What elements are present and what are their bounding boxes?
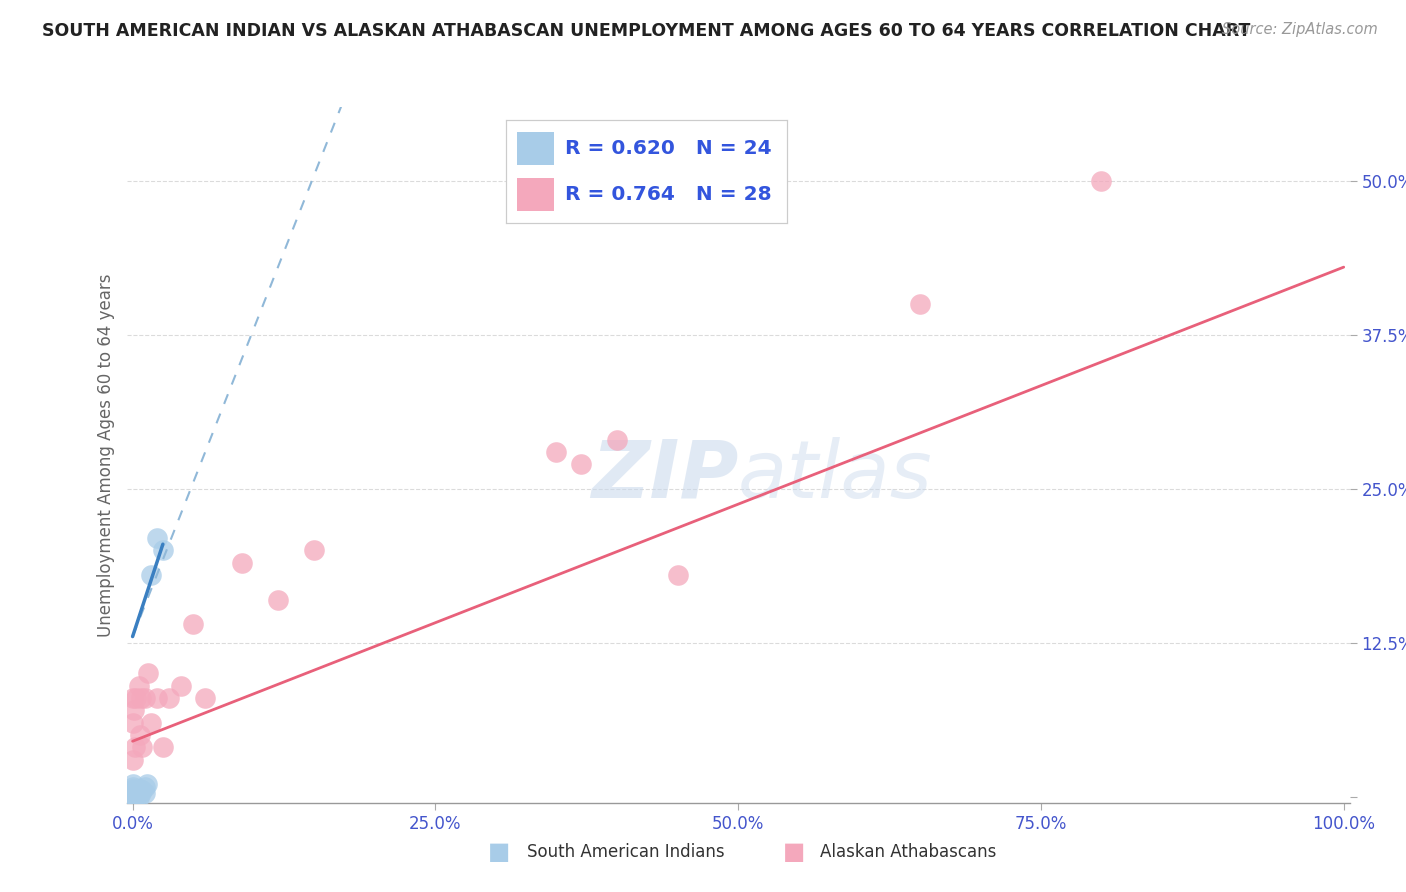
- Point: [128, 786, 150, 800]
- Point: [138, 666, 160, 681]
- Text: R = 0.764   N = 28: R = 0.764 N = 28: [565, 185, 772, 203]
- Point: [606, 433, 628, 447]
- Point: [152, 543, 174, 558]
- Point: [129, 786, 152, 800]
- FancyBboxPatch shape: [517, 178, 554, 211]
- Text: R = 0.620   N = 24: R = 0.620 N = 24: [565, 138, 772, 158]
- Point: [146, 531, 169, 545]
- Text: ■: ■: [488, 840, 510, 863]
- Text: South American Indians: South American Indians: [527, 843, 725, 861]
- Text: Source: ZipAtlas.com: Source: ZipAtlas.com: [1222, 22, 1378, 37]
- Point: [122, 786, 145, 800]
- Point: [122, 789, 145, 804]
- Point: [139, 715, 162, 730]
- Point: [121, 787, 143, 801]
- Text: atlas: atlas: [738, 437, 934, 515]
- Point: [908, 297, 931, 311]
- Point: [121, 780, 143, 794]
- Point: [134, 786, 156, 800]
- Point: [1090, 174, 1112, 188]
- Point: [181, 617, 204, 632]
- Point: [152, 740, 174, 755]
- Text: Alaskan Athabascans: Alaskan Athabascans: [820, 843, 995, 861]
- Point: [231, 556, 253, 570]
- Point: [131, 783, 153, 797]
- Point: [124, 783, 146, 797]
- Point: [125, 785, 148, 799]
- Point: [136, 777, 159, 791]
- Text: ■: ■: [783, 840, 806, 863]
- Point: [267, 592, 290, 607]
- Point: [304, 543, 326, 558]
- Point: [121, 715, 143, 730]
- FancyBboxPatch shape: [517, 132, 554, 164]
- Point: [157, 691, 180, 706]
- Point: [129, 691, 152, 706]
- Point: [131, 740, 153, 755]
- Point: [666, 568, 689, 582]
- Point: [127, 787, 149, 801]
- Point: [124, 740, 146, 755]
- Point: [170, 679, 193, 693]
- Point: [134, 780, 156, 794]
- Point: [128, 728, 150, 742]
- Point: [194, 691, 217, 706]
- Point: [121, 691, 143, 706]
- Point: [121, 785, 143, 799]
- Point: [125, 691, 148, 706]
- Point: [122, 703, 145, 717]
- Point: [121, 782, 143, 797]
- Point: [128, 782, 150, 797]
- Point: [569, 457, 592, 471]
- Point: [125, 789, 148, 804]
- Point: [121, 753, 143, 767]
- Point: [139, 568, 162, 582]
- Point: [121, 789, 143, 804]
- Point: [546, 445, 568, 459]
- Point: [128, 789, 150, 804]
- Text: SOUTH AMERICAN INDIAN VS ALASKAN ATHABASCAN UNEMPLOYMENT AMONG AGES 60 TO 64 YEA: SOUTH AMERICAN INDIAN VS ALASKAN ATHABAS…: [42, 22, 1250, 40]
- Point: [124, 789, 146, 803]
- Point: [134, 691, 156, 706]
- Text: ZIP: ZIP: [591, 437, 738, 515]
- Point: [121, 777, 143, 791]
- Point: [128, 679, 150, 693]
- Y-axis label: Unemployment Among Ages 60 to 64 years: Unemployment Among Ages 60 to 64 years: [97, 273, 115, 637]
- Point: [146, 691, 169, 706]
